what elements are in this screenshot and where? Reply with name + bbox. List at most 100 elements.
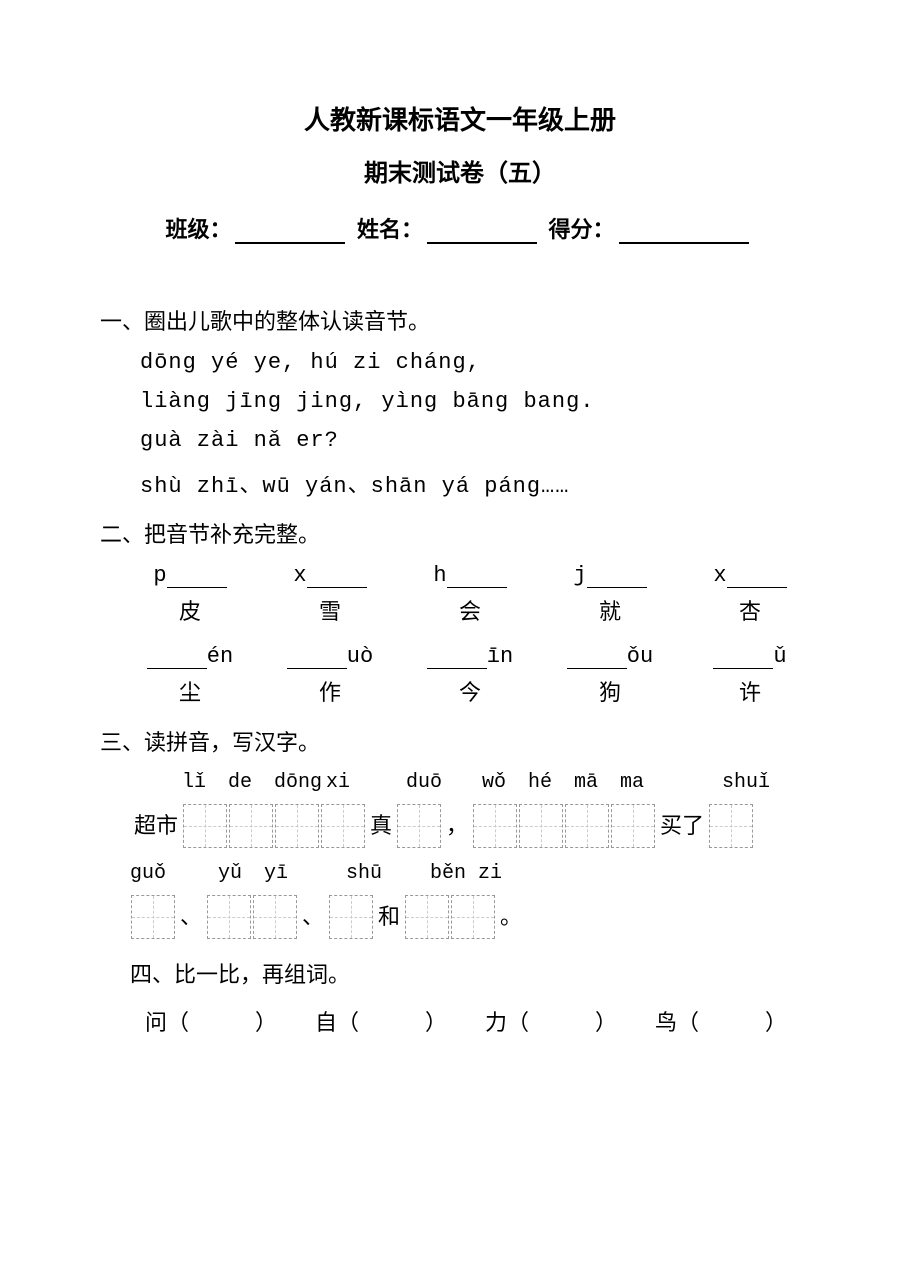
q3-pinyin: duō [406, 771, 454, 794]
write-box[interactable] [611, 804, 655, 848]
student-info-line: 班级： 姓名： 得分： [100, 212, 820, 244]
q3-pinyin: yǔ [218, 862, 264, 885]
class-label: 班级： [165, 217, 231, 242]
q2-blank[interactable] [567, 651, 627, 669]
q1-heading: 一、圈出儿歌中的整体认读音节。 [100, 304, 820, 336]
write-box[interactable] [451, 895, 495, 939]
q2-initial-cell: p [125, 563, 255, 588]
worksheet-page: 人教新课标语文一年级上册 期末测试卷（五） 班级： 姓名： 得分： 一、圈出儿歌… [0, 0, 920, 1275]
class-blank[interactable] [235, 222, 345, 244]
q3-text: 。 [500, 895, 522, 939]
q2-final: ǔ [773, 644, 786, 669]
write-box[interactable] [229, 804, 273, 848]
q2-initial: j [573, 563, 586, 588]
q3-line2-pinyin: guǒ yǔ yī shū běn zi [130, 862, 820, 885]
q2-final: ǒu [627, 644, 653, 669]
write-box[interactable] [207, 895, 251, 939]
q2-initial-cell: j [545, 563, 675, 588]
write-box[interactable] [397, 804, 441, 848]
q2-blank[interactable] [167, 570, 227, 588]
q2-blank[interactable] [713, 651, 773, 669]
write-box[interactable] [709, 804, 753, 848]
q3-line1-pinyin: lǐ de dōng xi duō wǒ hé mā ma shuǐ [130, 771, 820, 794]
write-box[interactable] [473, 804, 517, 848]
q2-final-cell: én [125, 644, 255, 669]
q1-line-3: guà zài nǎ er? [140, 428, 820, 453]
q2-blank[interactable] [427, 651, 487, 669]
q2-blank[interactable] [287, 651, 347, 669]
q2-hanzi: 会 [405, 594, 535, 626]
q3-pinyin: guǒ [130, 862, 182, 885]
q3-pinyin: mā [574, 771, 620, 794]
write-box[interactable] [275, 804, 319, 848]
q3-pinyin: shū [346, 862, 396, 885]
q2-final: īn [487, 644, 513, 669]
write-box[interactable] [329, 895, 373, 939]
q3-pinyin: shuǐ [722, 771, 772, 794]
write-box[interactable] [321, 804, 365, 848]
q3-text: 和 [378, 895, 400, 939]
q4-item: 力（ ） [485, 1005, 645, 1037]
q2-initial-cell: h [405, 563, 535, 588]
q4-heading: 四、比一比，再组词。 [130, 957, 820, 989]
q2-final-cell: uò [265, 644, 395, 669]
q4-item: 自（ ） [315, 1005, 475, 1037]
q2-blank[interactable] [447, 570, 507, 588]
q3-line1-boxes: 超市 真 ， 买了 [130, 804, 820, 848]
q3-pinyin: běn [430, 862, 478, 885]
q3-pinyin: de [228, 771, 274, 794]
q2-blank[interactable] [587, 570, 647, 588]
q2-final-cell: ǔ [685, 644, 815, 669]
q3-text: 超市 [134, 804, 178, 848]
q2-heading: 二、把音节补充完整。 [100, 517, 820, 549]
q2-initial-cell: x [685, 563, 815, 588]
score-label: 得分： [549, 217, 615, 242]
q1-line-2: liàng jīng jing, yìng bāng bang. [140, 389, 820, 414]
q2-row2-hanzi: 尘 作 今 狗 许 [120, 675, 820, 707]
q2-blank[interactable] [307, 570, 367, 588]
q4-item: 鸟（ ） [655, 1005, 815, 1037]
q2-row1-hanzi: 皮 雪 会 就 杏 [120, 594, 820, 626]
q2-initial: p [153, 563, 166, 588]
q2-hanzi: 许 [685, 675, 815, 707]
q3-pinyin: ma [620, 771, 666, 794]
write-box[interactable] [405, 895, 449, 939]
q3-pinyin: xi [326, 771, 372, 794]
write-box[interactable] [253, 895, 297, 939]
q2-row1-initials: p x h j x [120, 563, 820, 588]
q1-line-1: dōng yé ye, hú zi cháng, [140, 350, 820, 375]
q3-heading: 三、读拼音，写汉字。 [100, 725, 820, 757]
q4-row1: 问（ ） 自（ ） 力（ ） 鸟（ ） [140, 1005, 820, 1037]
q2-initial: x [293, 563, 306, 588]
q3-line2-boxes: 、 、 和 。 [130, 895, 820, 939]
q3-pinyin: lǐ [182, 771, 228, 794]
name-label: 姓名： [357, 217, 423, 242]
write-box[interactable] [183, 804, 227, 848]
q2-final: én [207, 644, 233, 669]
q2-initial: h [433, 563, 446, 588]
write-box[interactable] [131, 895, 175, 939]
q2-hanzi: 就 [545, 594, 675, 626]
q2-initial-cell: x [265, 563, 395, 588]
q2-hanzi: 狗 [545, 675, 675, 707]
q2-final-cell: ǒu [545, 644, 675, 669]
q2-hanzi: 皮 [125, 594, 255, 626]
q2-final: uò [347, 644, 373, 669]
write-box[interactable] [565, 804, 609, 848]
title-sub: 期末测试卷（五） [100, 153, 820, 188]
score-blank[interactable] [619, 222, 749, 244]
q2-blank[interactable] [727, 570, 787, 588]
q2-hanzi: 尘 [125, 675, 255, 707]
q2-hanzi: 作 [265, 675, 395, 707]
q2-blank[interactable] [147, 651, 207, 669]
q2-hanzi: 杏 [685, 594, 815, 626]
q3-pinyin: hé [528, 771, 574, 794]
q3-text: 、 [302, 895, 324, 939]
q2-row2-finals: én uò īn ǒu ǔ [120, 644, 820, 669]
q3-pinyin: dōng [274, 771, 326, 794]
name-blank[interactable] [427, 222, 537, 244]
q3-pinyin: zi [478, 862, 524, 885]
q2-hanzi: 雪 [265, 594, 395, 626]
write-box[interactable] [519, 804, 563, 848]
q3-text: 真 [370, 804, 392, 848]
